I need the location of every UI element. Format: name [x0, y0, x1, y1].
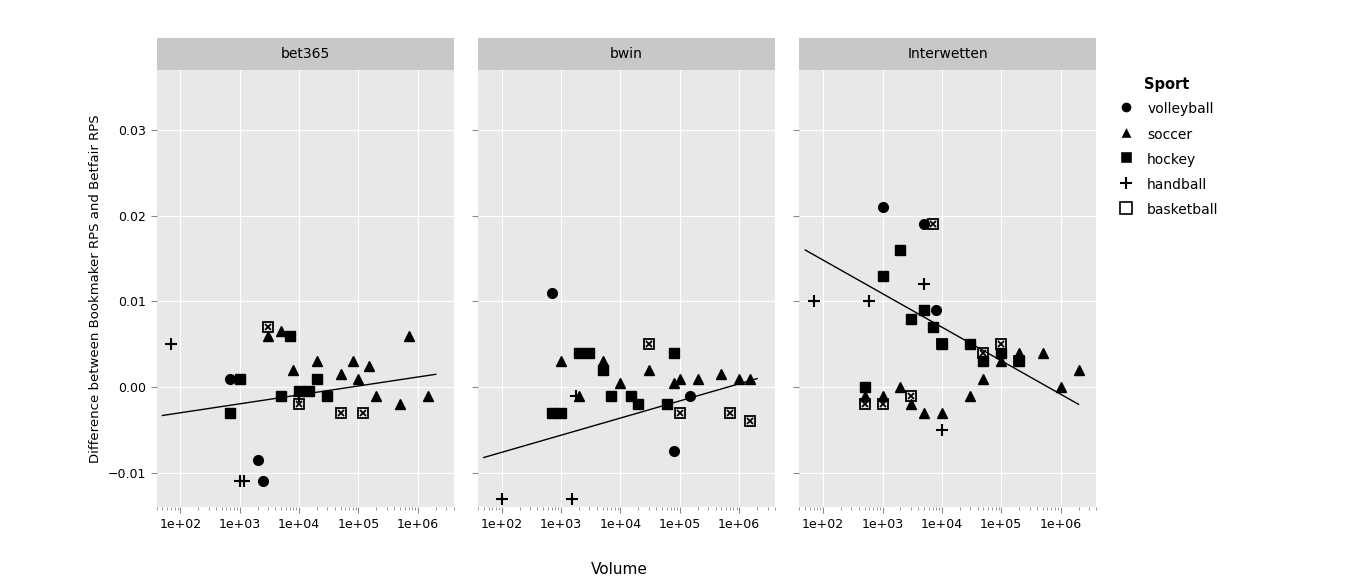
- Text: bwin: bwin: [610, 47, 643, 61]
- Legend: volleyball, soccer, hockey, handball, basketball: volleyball, soccer, hockey, handball, ba…: [1115, 77, 1219, 218]
- Text: Volume: Volume: [591, 562, 648, 577]
- Y-axis label: Difference between Bookmaker RPS and Betfair RPS: Difference between Bookmaker RPS and Bet…: [90, 114, 102, 463]
- Text: Interwetten: Interwetten: [907, 47, 989, 61]
- Text: bet365: bet365: [281, 47, 330, 61]
